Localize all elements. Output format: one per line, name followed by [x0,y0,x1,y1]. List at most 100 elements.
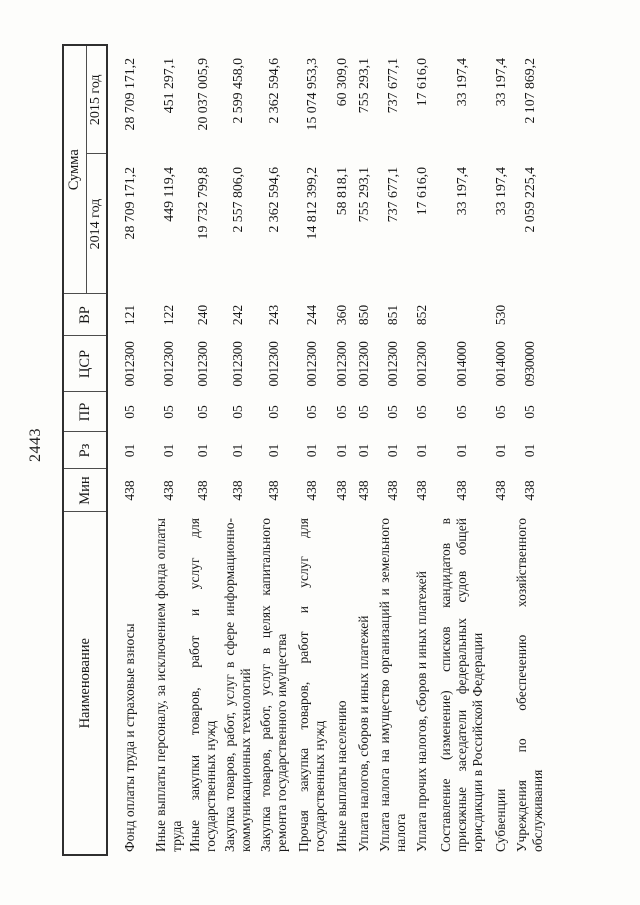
table-row: Субвенции 438 01 05 0014000 530 33 197,4 33 197… [490,45,512,855]
header-csr: ЦСР [63,336,107,392]
min-code-cell: 438 [356,480,371,501]
rz-code-cell: 01 [356,443,371,458]
pr-code-cell: 05 [266,405,281,419]
row-name-cell: Закупка товаров, работ, услуг в сфере ин… [221,518,253,852]
vr-code-cell: 242 [229,304,245,326]
sum-2015-cell: 28 709 171,2 [121,58,137,131]
vr-code-cell: 244 [303,304,319,326]
vr-code-cell: 243 [266,304,281,326]
header-pr: ПР [63,392,107,432]
budget-table: Наименование Мин Рз ПР ЦСР ВР Сумма 2014… [62,44,548,856]
vr-code-cell: 851 [384,304,400,326]
page-number: 2443 [27,428,44,462]
csr-code-cell: 0930000 [522,341,537,387]
csr-code-cell: 0012300 [384,341,400,387]
table-row: Составление (изменение) списков кандидат… [433,45,490,855]
header-min: Мин [63,469,107,512]
sum-2014-cell: 755 293,1 [356,167,371,223]
sum-2015-cell: 737 677,1 [384,58,400,114]
min-code-cell: 438 [266,480,281,501]
header-rz: Рз [63,432,107,469]
rz-code-cell: 01 [229,443,245,458]
min-code-cell: 438 [453,480,469,501]
row-name-cell: Прочая закупка товаров, работ и услуг дл… [295,518,327,852]
row-name-cell: Уплата налога на имущество организаций и… [376,518,408,852]
min-code-cell: 438 [195,480,210,501]
vr-code-cell [512,294,548,336]
min-code-cell: 438 [384,480,400,501]
pr-code-cell: 05 [384,405,400,419]
table-row: Учреждения по обеспечению хозяйственного… [512,45,548,855]
pr-code-cell: 05 [229,405,245,419]
sum-2014-cell: 33 197,4 [493,167,508,216]
sum-2015-cell: 2 107 869,2 [522,58,537,124]
table-header: Наименование Мин Рз ПР ЦСР ВР Сумма 2014… [63,45,107,855]
csr-code-cell: 0012300 [121,341,137,387]
pr-code-cell: 05 [413,405,429,419]
vr-code-cell: 121 [121,304,137,326]
sum-2015-cell: 33 197,4 [493,58,508,107]
sum-2014-cell: 737 677,1 [384,167,400,223]
rz-code-cell: 01 [195,443,210,458]
table-row: Уплата прочих налогов, сборов и иных пла… [410,45,433,855]
sum-2015-cell: 2 599 458,0 [229,58,245,124]
table-row: Иные закупки товаров, работ и услуг для … [186,45,220,855]
sum-2014-cell: 2 059 225,4 [522,167,537,233]
vr-code-cell: 850 [356,304,371,326]
table-row: Уплата налога на имущество организаций и… [375,45,410,855]
sum-2014-cell: 58 818,1 [333,167,349,216]
vr-code-cell: 122 [160,304,176,326]
row-name-cell: Иные выплаты персоналу, за исключением ф… [152,518,184,852]
sum-2014-cell: 17 616,0 [413,167,429,216]
sum-2015-cell: 17 616,0 [413,58,429,107]
vr-code-cell: 360 [333,304,349,326]
min-code-cell: 438 [493,480,508,501]
row-name-cell: Фонд оплаты труда и страховые взносы [121,623,137,852]
csr-code-cell: 0012300 [229,341,245,387]
pr-code-cell: 05 [195,405,210,419]
csr-code-cell: 0012300 [356,341,371,387]
row-name-cell: Уплата прочих налогов, сборов и иных пла… [413,571,429,852]
sum-2015-cell: 20 037 005,9 [195,58,210,131]
sum-2015-cell: 15 074 953,3 [303,58,319,131]
table-row: Закупка товаров, работ, услуг в сфере ин… [220,45,255,855]
min-code-cell: 438 [303,480,319,501]
min-code-cell: 438 [160,480,176,501]
row-name-cell: Иные выплаты населению [333,700,349,852]
sum-2015-cell: 2 362 594,6 [266,58,281,124]
header-vr: ВР [63,294,107,336]
pr-code-cell: 05 [160,405,176,419]
header-year-2015: 2015 год [86,45,107,154]
min-code-cell: 438 [413,480,429,501]
csr-code-cell: 0012300 [413,341,429,387]
rz-code-cell: 01 [522,443,537,458]
sum-2014-cell: 449 119,4 [160,167,176,222]
pr-code-cell: 05 [453,405,469,419]
row-name-cell: Иные закупки товаров, работ и услуг для … [187,518,218,852]
min-code-cell: 438 [522,480,537,501]
rz-code-cell: 01 [266,443,281,458]
header-name: Наименование [63,512,107,855]
pr-code-cell: 05 [522,405,537,419]
rz-code-cell: 01 [384,443,400,458]
sum-2015-cell: 33 197,4 [453,58,469,107]
vr-code-cell: 530 [493,304,508,326]
sum-2015-cell: 60 309,0 [333,58,349,107]
rz-code-cell: 01 [453,443,469,458]
vr-code-cell: 240 [195,304,210,326]
rz-code-cell: 01 [303,443,319,458]
sum-2015-cell: 755 293,1 [356,58,371,114]
sum-2015-cell: 451 297,1 [160,58,176,114]
csr-code-cell: 0012300 [195,341,210,387]
csr-code-cell: 0012300 [303,341,319,387]
table-row: Закупка товаров, работ, услуг в целях ка… [255,45,293,855]
pr-code-cell: 05 [333,405,349,419]
rz-code-cell: 01 [493,443,508,458]
csr-code-cell: 0014000 [453,341,469,387]
table-row: Прочая закупка товаров, работ и услуг дл… [293,45,330,855]
pr-code-cell: 05 [303,405,319,419]
row-name-cell: Учреждения по обеспечению хозяйственного… [514,518,545,852]
row-name-cell: Составление (изменение) списков кандидат… [437,518,485,852]
